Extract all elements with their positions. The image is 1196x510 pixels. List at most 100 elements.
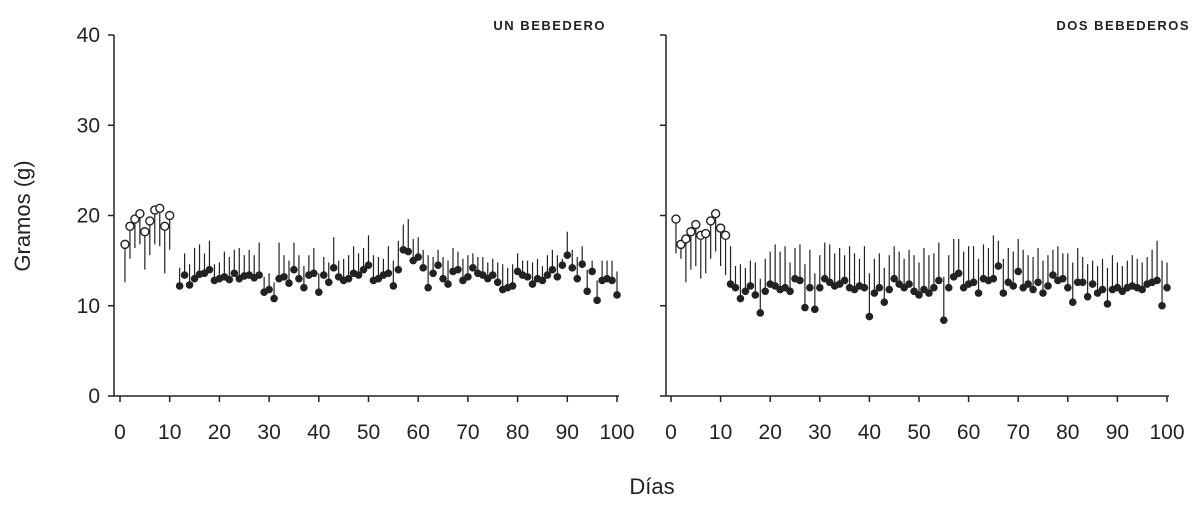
right-point-filled — [860, 283, 869, 292]
right-point-filled — [1034, 278, 1042, 287]
right-point-filled — [796, 276, 804, 285]
left-point-open — [164, 210, 175, 221]
right-point-filled — [786, 287, 794, 296]
left-x-tick-label: 70 — [456, 421, 479, 444]
right-point-open — [715, 223, 726, 233]
left-y-tick-label: 0 — [88, 385, 100, 408]
right-point-filled — [1009, 282, 1018, 290]
right-point-filled — [1098, 285, 1107, 294]
right-point-filled — [1024, 280, 1032, 288]
left-point-filled — [424, 283, 432, 292]
left-point-filled — [608, 276, 616, 285]
right-point-filled — [994, 262, 1003, 270]
left-point-filled — [488, 271, 497, 279]
right-point-open — [671, 214, 681, 224]
left-y-tick-label: 40 — [77, 24, 100, 47]
left-point-filled — [578, 260, 587, 269]
right-x-tick-label: 0 — [665, 421, 677, 444]
right-point-filled — [756, 309, 765, 317]
left-point-filled — [588, 267, 596, 276]
right-point-open — [681, 234, 691, 244]
left-point-open — [135, 208, 145, 219]
right-point-filled — [935, 276, 943, 285]
left-point-filled — [384, 269, 393, 278]
left-point-filled — [265, 285, 273, 294]
left-point-filled — [568, 264, 577, 272]
right-x-tick-label: 10 — [709, 421, 732, 444]
right-point-filled — [890, 274, 898, 283]
right-point-filled — [944, 283, 953, 292]
right-point-open — [686, 227, 696, 237]
right-x-tick-label: 90 — [1106, 421, 1129, 444]
right-point-open — [705, 216, 716, 226]
left-panel-title: UN BEBEDERO — [493, 18, 606, 33]
right-point-filled — [1078, 278, 1087, 287]
right-point-filled — [1049, 271, 1057, 279]
left-point-filled — [344, 274, 353, 283]
right-point-filled — [801, 303, 809, 312]
right-point-filled — [865, 312, 874, 321]
left-point-open — [140, 227, 150, 237]
left-point-open — [125, 221, 135, 232]
right-point-filled — [969, 278, 978, 287]
right-point-filled — [915, 291, 923, 299]
left-point-filled — [180, 271, 189, 279]
right-point-filled — [1044, 282, 1052, 290]
right-x-tick-label: 30 — [808, 421, 831, 444]
right-point-filled — [1138, 285, 1146, 294]
right-point-filled — [1039, 289, 1047, 297]
right-point-filled — [1158, 301, 1166, 310]
left-x-tick-label: 20 — [208, 421, 231, 444]
left-x-tick-label: 0 — [114, 421, 126, 444]
right-point-filled — [875, 283, 884, 292]
left-point-filled — [190, 274, 199, 283]
left-x-tick-label: 10 — [158, 421, 181, 444]
right-point-filled — [954, 269, 963, 278]
left-point-filled — [414, 253, 423, 261]
right-panel: 0 10 20 30 40 50 60 70 80 90 100 DOS BEBEDEROS — [660, 18, 1190, 444]
left-point-filled — [310, 269, 318, 278]
left-point-filled — [255, 271, 263, 279]
left-point-filled — [205, 265, 214, 274]
left-x-tick-label: 90 — [556, 421, 579, 444]
right-panel-title: DOS BEBEDEROS — [1056, 18, 1190, 33]
right-point-filled — [731, 283, 740, 292]
left-point-filled — [469, 264, 477, 272]
left-point-filled — [573, 274, 582, 283]
y-axis-title: Gramos (g) — [10, 160, 35, 271]
left-x-tick-label: 80 — [506, 421, 529, 444]
right-point-filled — [1014, 267, 1022, 276]
right-point-open — [710, 208, 721, 219]
left-point-filled — [389, 282, 398, 290]
right-point-filled — [1064, 283, 1072, 292]
left-y-tick-label: 30 — [77, 114, 100, 137]
right-point-filled — [885, 285, 894, 294]
left-x-tick-label: 40 — [307, 421, 330, 444]
left-point-filled — [175, 282, 184, 290]
right-point-filled — [880, 298, 889, 306]
left-point-filled — [558, 261, 567, 269]
right-point-open — [701, 228, 711, 239]
left-point-filled — [454, 265, 462, 274]
left-point-filled — [548, 265, 557, 274]
left-point-filled — [583, 287, 591, 296]
left-point-filled — [543, 271, 552, 279]
right-x-tick-label: 20 — [759, 421, 782, 444]
right-point-filled — [905, 280, 913, 288]
right-point-filled — [811, 305, 819, 314]
right-point-filled — [930, 283, 938, 292]
left-point-filled — [359, 265, 368, 274]
left-point-filled — [285, 279, 293, 287]
left-point-filled — [434, 261, 442, 269]
left-point-open — [155, 203, 165, 213]
left-point-filled — [354, 271, 363, 279]
right-point-filled — [840, 276, 849, 285]
right-x-tick-label: 60 — [957, 421, 980, 444]
left-point-filled — [593, 296, 601, 305]
x-axis-title: Días — [629, 474, 674, 499]
left-point-filled — [295, 274, 303, 283]
left-y-tick-label: 10 — [77, 295, 100, 318]
right-point-filled — [999, 289, 1008, 297]
